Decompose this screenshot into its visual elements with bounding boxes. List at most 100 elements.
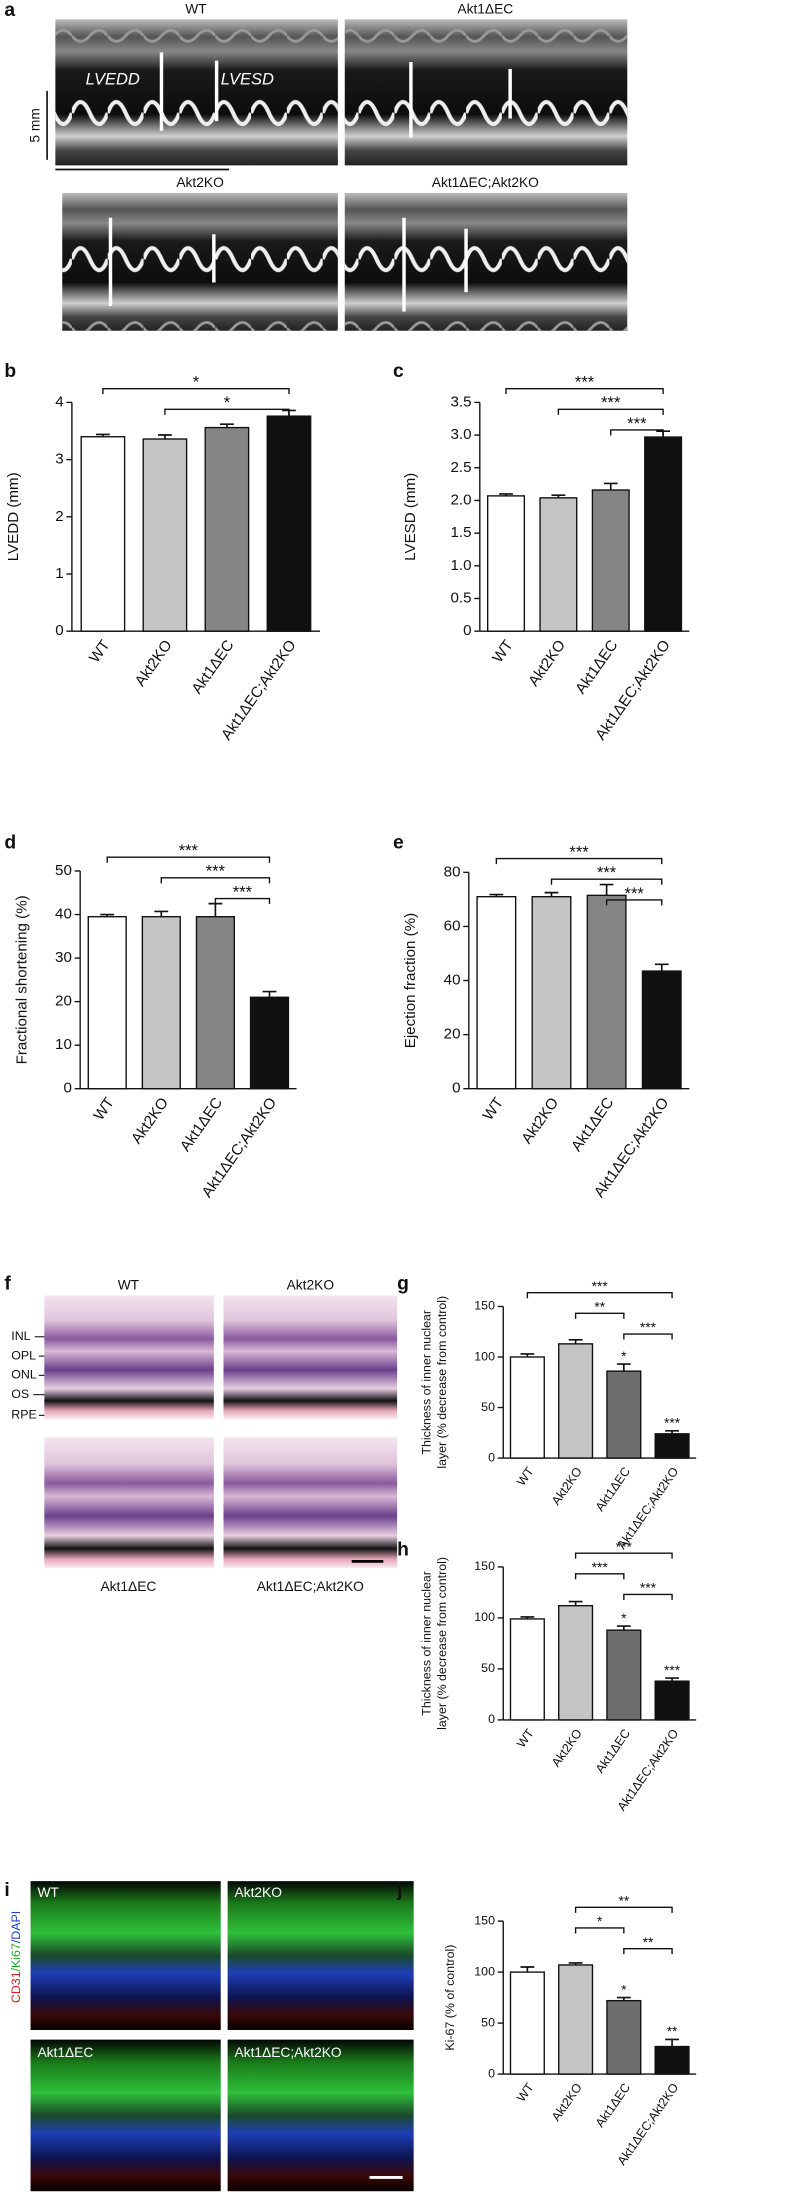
error-bar: [616, 1363, 631, 1372]
bar: [606, 1629, 642, 1721]
bar: [591, 489, 630, 632]
layer-label: INL: [11, 1329, 30, 1343]
y-tick-label: 20: [55, 993, 72, 1010]
y-tick-label: 0: [463, 622, 471, 639]
scale-label: 5 mm: [28, 108, 43, 142]
x-tick-label: WT: [514, 2080, 537, 2104]
x-tick-label: WT: [90, 1095, 117, 1124]
y-axis-label: LVESD (mm): [402, 473, 419, 561]
significance-bracket: [574, 1552, 673, 1559]
image-label: Akt1ΔEC: [100, 1579, 156, 1594]
significance-label: ***: [640, 1320, 657, 1335]
x-tick-label: WT: [514, 1464, 537, 1488]
panel-letter: j: [396, 1880, 402, 1901]
x-tick-label: Akt1ΔEC: [593, 1726, 633, 1775]
significance-label: ***: [616, 1539, 633, 1554]
error-bar: [616, 1625, 631, 1631]
y-tick-label: 3: [55, 451, 63, 468]
error-bar: [665, 1677, 679, 1682]
y-axis-label: Ejection fraction (%): [402, 913, 419, 1048]
bar: [606, 1999, 642, 2075]
x-tick-label: Akt1ΔEC: [568, 1095, 617, 1155]
y-axis-label: Fractional shortening (%): [13, 895, 30, 1064]
echo-texture: [344, 19, 628, 166]
echo-texture: [62, 192, 338, 331]
panel-letter: d: [4, 833, 16, 854]
error-bar: [665, 1429, 679, 1434]
bar: [80, 436, 126, 632]
image-label: WT: [37, 1885, 59, 1900]
bar: [509, 1356, 545, 1459]
echo-texture: [344, 192, 628, 331]
significance-bracket: [160, 877, 271, 884]
x-tick-label: WT: [489, 637, 516, 666]
bar: [87, 916, 127, 1090]
bar: [654, 2045, 690, 2075]
bar: [654, 1680, 690, 1721]
bar: [606, 1370, 642, 1459]
error-bar: [262, 990, 277, 998]
y-tick-label: 2.0: [450, 491, 471, 508]
image-label: Akt2KO: [176, 175, 224, 190]
image-label: WT: [118, 1277, 140, 1292]
y-tick-label: 0: [63, 1080, 71, 1097]
significance-bracket: [505, 387, 664, 395]
significance-bracket: [102, 387, 290, 395]
error-bar: [568, 1338, 583, 1344]
error-bar: [551, 494, 566, 498]
x-tick-label: WT: [86, 637, 113, 666]
significance-label: ***: [206, 862, 226, 881]
error-bar: [520, 1616, 535, 1619]
significance-bracket: [106, 856, 271, 863]
bar-label: *: [621, 1611, 627, 1626]
significance-label: ***: [575, 372, 595, 391]
significance-bracket: [574, 1927, 625, 1934]
error-bar: [665, 2038, 679, 2047]
x-tick-label: Akt2KO: [132, 637, 176, 690]
bar: [266, 415, 312, 632]
histology-image: [223, 1295, 398, 1420]
y-tick-label: 50: [481, 1661, 495, 1675]
y-tick-label: 100: [474, 1349, 495, 1363]
bar: [586, 894, 627, 1090]
histology-image: [44, 1437, 214, 1569]
significance-label: ***: [592, 1279, 609, 1294]
y-tick-label: 150: [474, 1913, 495, 1927]
bar: [204, 426, 250, 632]
image-label: WT: [185, 1, 207, 16]
bar: [486, 495, 526, 632]
bar: [509, 1971, 545, 2075]
error-bar: [568, 1962, 583, 1965]
panel-letter: i: [4, 1880, 9, 1901]
significance-label: ***: [569, 842, 589, 861]
significance-label: ***: [627, 414, 647, 433]
image-label: Akt1ΔEC: [457, 1, 513, 16]
error-bar: [603, 482, 618, 490]
panel-letter: e: [393, 833, 404, 854]
y-tick-label: 20: [444, 1026, 461, 1043]
x-tick-label: Akt1ΔEC: [593, 1465, 633, 1514]
significance-bracket: [495, 857, 663, 865]
error-bar: [489, 893, 504, 897]
significance-label: *: [597, 1914, 603, 1929]
significance-label: ***: [233, 882, 253, 901]
significance-bracket: [574, 1906, 673, 1913]
y-tick-label: 4: [55, 393, 63, 410]
histology-image: [44, 1295, 214, 1420]
panel-letter: b: [4, 361, 16, 382]
significance-bracket: [623, 1947, 673, 1955]
bar: [558, 1343, 594, 1459]
y-tick-label: 50: [481, 1400, 495, 1414]
bar-label: **: [667, 2024, 678, 2039]
image-label: Akt1ΔEC: [37, 2045, 93, 2060]
significance-bracket: [550, 878, 663, 885]
layer-ticks: [33, 1336, 45, 1416]
y-tick-label: 0: [488, 2066, 495, 2080]
image-label: Akt2KO: [235, 1885, 283, 1900]
fluorescence-image: [227, 1881, 414, 2030]
y-tick-label: 1.0: [450, 557, 471, 574]
bar-label: *: [621, 1349, 627, 1364]
y-tick-label: 80: [444, 863, 461, 880]
layer-label: ONL: [11, 1368, 37, 1382]
error-bar: [654, 963, 669, 972]
